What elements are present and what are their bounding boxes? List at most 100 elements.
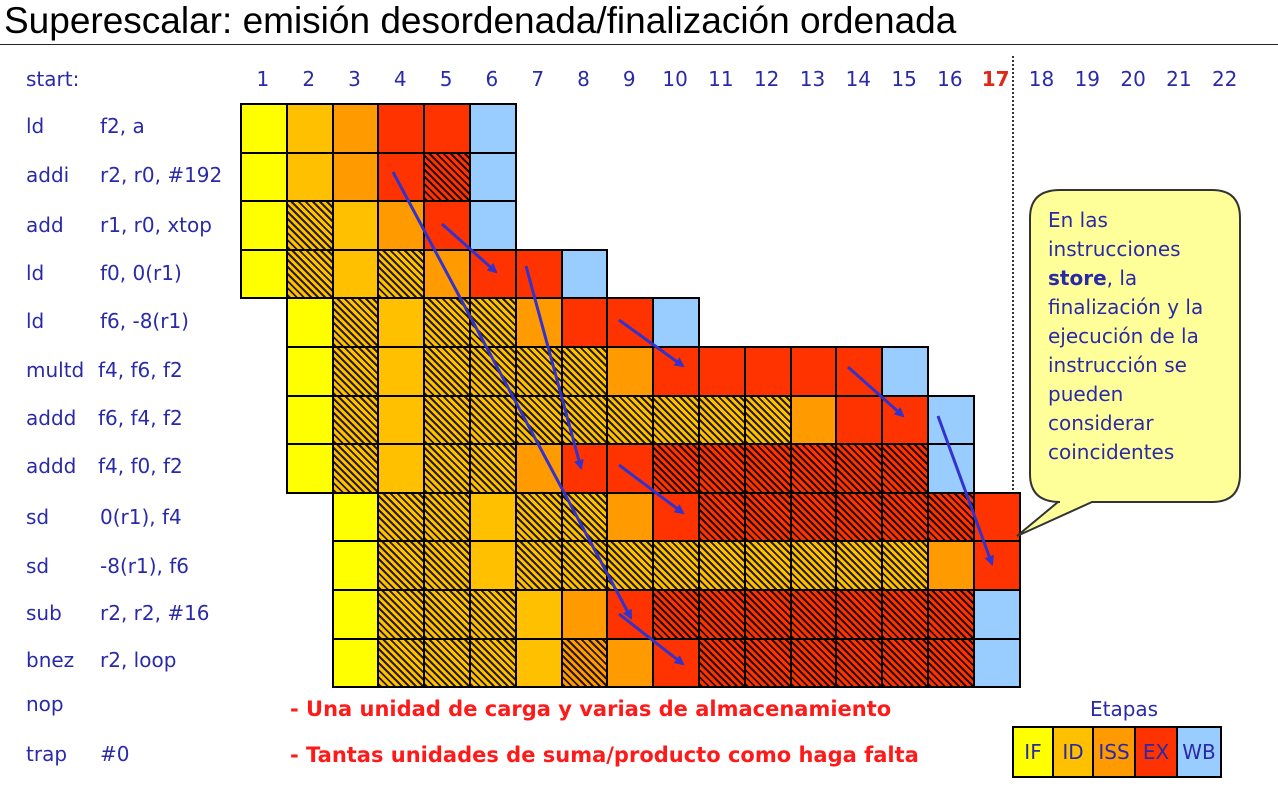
page-title: Superescalar: emisión desordenada/finali… <box>4 0 957 41</box>
stage-cell-if <box>285 297 334 348</box>
cycle-number: 2 <box>302 67 316 91</box>
instruction-opcode: bnez <box>26 648 75 672</box>
stage-cell-ex <box>835 589 884 640</box>
stage-cell-id <box>331 297 380 348</box>
cycle-number: 11 <box>708 67 734 91</box>
cycle-number: 18 <box>1028 67 1055 91</box>
note-add-mul: - Tantas unidades de suma/producto como … <box>290 743 919 767</box>
instruction-operands: f4, f6, f2 <box>98 358 183 382</box>
instruction-operands: 0(r1), f4 <box>100 505 182 529</box>
stage-cell-id <box>285 248 334 300</box>
stage-cell-id <box>698 394 746 446</box>
legend-item-wb: WB <box>1178 728 1220 776</box>
stage-cell-ex <box>743 637 792 689</box>
legend-item-ex: EX <box>1136 728 1178 776</box>
stage-cell-if <box>240 248 288 300</box>
cycle-number: 13 <box>799 67 826 91</box>
callout-text: En las instrucciones store, la finalizac… <box>1048 208 1204 464</box>
instruction-operands: r2, r2, #16 <box>100 601 210 625</box>
instruction-operands: r1, r0, xtop <box>100 213 212 237</box>
instruction-operands: f0, 0(r1) <box>100 261 182 285</box>
stage-cell-ex <box>698 589 746 640</box>
stage-cell-wb <box>972 637 1021 689</box>
stage-cell-if <box>285 443 334 494</box>
stage-cell-wb <box>972 589 1021 640</box>
cycle-number: 10 <box>662 67 688 91</box>
stage-cell-id <box>469 637 517 689</box>
legend-item-if: IF <box>1014 728 1054 776</box>
cycle-number: 3 <box>348 67 361 91</box>
stage-cell-ex <box>881 443 929 494</box>
stage-cell-ex <box>835 443 884 494</box>
stage-cell-if <box>331 589 380 640</box>
cycle-number: 1 <box>256 67 270 91</box>
cycle-number: 20 <box>1120 67 1146 91</box>
cycle-number: 12 <box>753 67 780 91</box>
stage-cell-ex <box>698 491 746 543</box>
stage-cell-ex <box>927 637 975 689</box>
stage-cell-ex <box>789 346 838 397</box>
cycle-number: 19 <box>1074 67 1101 91</box>
cycle-number: 6 <box>485 67 499 91</box>
stage-cell-ex <box>423 103 471 154</box>
legend-title: Etapas <box>1090 697 1159 721</box>
legend-item-iss: ISS <box>1094 728 1136 776</box>
instruction-operands: f6, -8(r1) <box>100 309 189 333</box>
stage-cell-ex <box>881 589 929 640</box>
stage-cell-ex <box>881 491 929 543</box>
cycle-number: 16 <box>937 67 963 91</box>
cycle-number: 14 <box>845 67 872 91</box>
instruction-opcode: ld <box>26 261 45 285</box>
stage-cell-id <box>743 540 792 591</box>
cycle-number: 5 <box>439 67 453 91</box>
cycle-number: 21 <box>1166 67 1192 91</box>
stage-cell-if <box>331 637 380 689</box>
stage-cell-ex <box>881 637 929 689</box>
stage-cell-ex <box>698 637 746 689</box>
stage-cell-if <box>331 540 380 591</box>
cycle-number: 9 <box>622 67 636 91</box>
stage-cell-id <box>514 637 563 689</box>
legend-item-id: ID <box>1054 728 1094 776</box>
instruction-operands: r2, loop <box>100 648 177 672</box>
cycle-number: 4 <box>393 67 407 91</box>
stage-cell-iss <box>560 637 609 689</box>
instruction-opcode: sd <box>26 554 50 578</box>
instruction-opcode: ld <box>26 309 45 333</box>
stage-cell-id <box>331 443 380 494</box>
cycle-number: 17 <box>981 67 1010 91</box>
instruction-opcode: addd <box>26 406 77 430</box>
title-divider <box>0 44 1278 45</box>
cycle-17-divider <box>1012 56 1014 686</box>
cycle-number: 7 <box>531 67 545 91</box>
stage-cell-wb <box>469 103 517 154</box>
note-load-store: - Una unidad de carga y varias de almace… <box>290 697 892 721</box>
stage-cell-id <box>285 200 334 251</box>
stage-cell-ex <box>789 637 838 689</box>
stage-legend: IF ID ISS EX WB <box>1012 726 1222 778</box>
stage-cell-id <box>881 540 929 591</box>
instruction-operands: f4, f0, f2 <box>98 454 183 478</box>
cycle-number: 15 <box>891 67 917 91</box>
cycle-number: 8 <box>577 67 590 91</box>
instruction-opcode: nop <box>26 692 64 716</box>
callout-bold-word: store <box>1048 266 1107 290</box>
stage-cell-ex <box>835 491 884 543</box>
stage-cell-ex <box>743 491 792 543</box>
start-label: start: <box>26 67 80 91</box>
instruction-opcode: sub <box>26 601 62 625</box>
cycle-number: 22 <box>1211 67 1238 91</box>
instruction-opcode: add <box>26 213 64 237</box>
stage-cell-ex <box>835 637 884 689</box>
stage-cell-id <box>377 637 426 689</box>
instruction-operands: r2, r0, #192 <box>100 163 223 187</box>
instruction-operands: f6, f4, f2 <box>98 406 183 430</box>
instruction-opcode: addi <box>26 163 70 187</box>
instruction-opcode: addd <box>26 454 77 478</box>
instruction-opcode: sd <box>26 505 50 529</box>
instruction-opcode: trap <box>26 742 68 766</box>
instruction-operands: f2, a <box>100 114 145 138</box>
stage-cell-ex <box>743 443 792 494</box>
instruction-operands: -8(r1), f6 <box>100 554 189 578</box>
